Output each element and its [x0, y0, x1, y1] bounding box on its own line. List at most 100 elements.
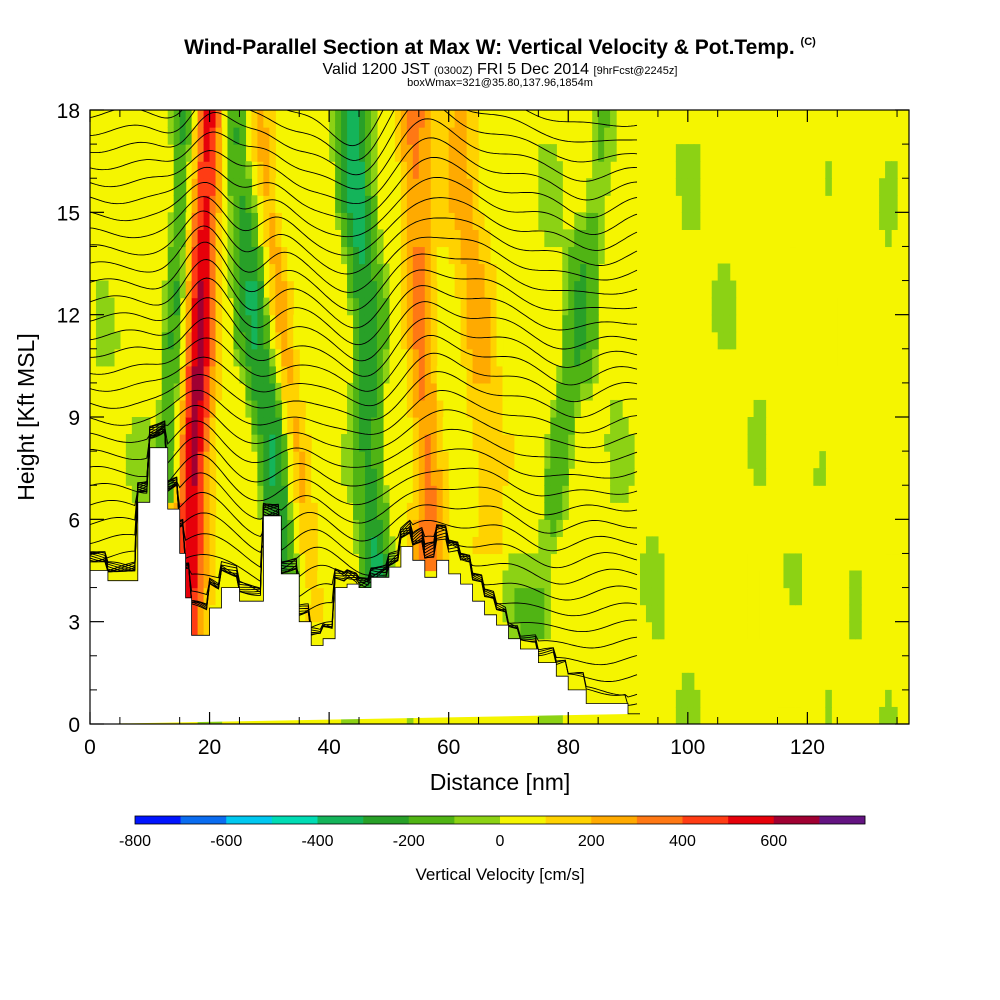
field-cell: [454, 246, 462, 265]
field-cell: [179, 485, 187, 503]
field-cell: [179, 110, 187, 128]
field-cell: [400, 280, 408, 299]
field-cell: [173, 280, 181, 299]
field-cell: [544, 451, 551, 469]
field-cell: [885, 604, 892, 623]
field-cell: [167, 280, 175, 299]
field-cell: [496, 348, 504, 367]
field-cell: [562, 314, 569, 333]
theta-contour: [90, 334, 638, 392]
field-cell: [544, 570, 551, 589]
field-cell: [436, 110, 444, 128]
field-cell: [789, 195, 797, 213]
field-cell: [436, 485, 444, 503]
colorbar-tick-label: -600: [210, 833, 242, 850]
field-cell: [639, 553, 647, 572]
field-cell: [227, 229, 235, 248]
field-cell: [418, 263, 426, 282]
field-cell: [203, 621, 211, 640]
field-cell: [442, 417, 450, 435]
field-cell: [251, 195, 258, 213]
field-cell: [95, 314, 103, 333]
field-cell: [161, 280, 169, 299]
field-cell: [598, 246, 605, 265]
field-cell: [263, 399, 270, 418]
field-cell: [586, 706, 593, 724]
field-cell: [245, 229, 253, 248]
field-cell: [556, 382, 563, 401]
field-cell: [203, 451, 211, 469]
field-cell: [729, 331, 737, 350]
field-cell: [335, 161, 342, 179]
field-cell: [155, 417, 163, 435]
field-cell: [466, 297, 474, 316]
field-cell: [687, 672, 695, 691]
field-cell: [478, 280, 486, 299]
field-cell: [341, 127, 348, 145]
field-cell: [687, 212, 695, 230]
field-cell: [227, 195, 235, 213]
field-cell: [245, 246, 253, 265]
field-cell: [335, 110, 342, 128]
field-cell: [406, 280, 414, 299]
field-cell: [622, 417, 629, 435]
field-cell: [520, 604, 528, 623]
field-cell: [580, 280, 587, 299]
field-cell: [580, 365, 587, 384]
field-cell: [406, 331, 414, 350]
field-cell: [239, 314, 247, 333]
field-cell: [436, 178, 444, 196]
field-cell: [430, 212, 438, 230]
field-cell: [550, 212, 557, 230]
field-cell: [412, 519, 420, 537]
field-cell: [430, 314, 438, 333]
field-cell: [185, 536, 193, 555]
field-cell: [490, 229, 498, 248]
field-cell: [562, 468, 569, 486]
colorbar: -800 -600 -400 -200 0 200 400 600: [119, 815, 866, 850]
colorbar-tick-label: 400: [669, 833, 696, 850]
field-cell: [179, 178, 187, 196]
field-cell: [275, 297, 282, 316]
field-cell: [897, 570, 904, 589]
field-cell: [556, 485, 563, 503]
field-cell: [645, 587, 653, 606]
field-cell: [472, 297, 480, 316]
field-cell: [430, 519, 438, 537]
field-cell: [645, 536, 653, 555]
field-cell: [412, 417, 420, 435]
field-cell: [412, 263, 420, 282]
field-cell: [747, 553, 755, 572]
field-cell: [418, 110, 426, 128]
field-cell: [203, 263, 211, 282]
field-cell: [484, 365, 492, 384]
field-cell: [490, 485, 498, 503]
field-cell: [263, 178, 270, 196]
field-cell: [173, 161, 181, 179]
field-cell: [472, 502, 480, 520]
field-cell: [299, 399, 306, 418]
field-cell: [891, 212, 898, 230]
field-cell: [382, 348, 390, 367]
field-cell: [508, 451, 516, 469]
field-cell: [203, 127, 211, 145]
field-cell: [586, 263, 593, 282]
field-cell: [101, 144, 109, 162]
field-cell: [209, 178, 217, 196]
field-cell: [143, 451, 151, 469]
field-cell: [544, 212, 551, 230]
field-cell: [687, 144, 695, 162]
field-cell: [203, 314, 211, 333]
field-cell: [161, 399, 169, 418]
field-cell: [436, 144, 444, 162]
field-cell: [472, 451, 480, 469]
field-cell: [610, 417, 617, 435]
field-cell: [418, 178, 426, 196]
field-cell: [203, 519, 211, 537]
field-cell: [490, 536, 498, 555]
field-cell: [639, 587, 647, 606]
field-cell: [604, 178, 611, 196]
field-cell: [466, 127, 474, 145]
field-cell: [496, 297, 504, 316]
field-cell: [562, 382, 569, 401]
